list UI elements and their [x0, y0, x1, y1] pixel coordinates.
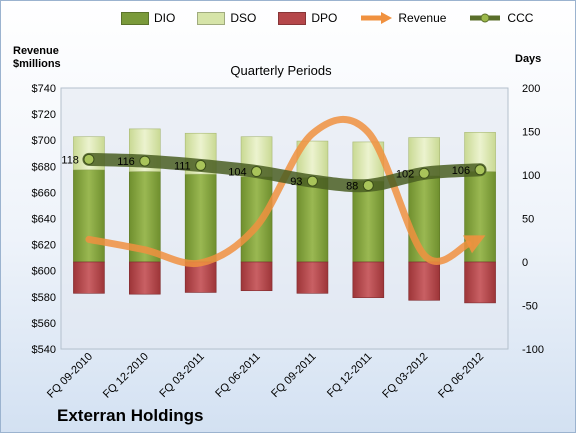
bar-dio — [184, 173, 217, 263]
legend: DIO DSO DPO Revenue CCC — [121, 11, 555, 25]
right-tick-label: -100 — [522, 344, 544, 356]
x-tick-label: FQ 09-2010 — [45, 351, 95, 401]
ccc-data-label: 102 — [396, 168, 414, 180]
bar-dpo — [408, 261, 440, 301]
ccc-point — [83, 153, 95, 165]
right-tick-label: 150 — [522, 127, 540, 139]
x-tick-label: FQ 12-2011 — [325, 351, 374, 400]
right-tick-label: 200 — [522, 83, 540, 95]
right-tick-label: 50 — [522, 214, 534, 226]
ccc-point — [474, 164, 486, 176]
ccc-data-label: 116 — [117, 156, 135, 168]
legend-dot-line-icon — [470, 13, 501, 23]
chart-subtitle: Quarterly Periods — [230, 63, 332, 78]
left-tick-label: $540 — [32, 344, 56, 356]
legend-label-dio: DIO — [154, 11, 176, 25]
left-tick-label: $720 — [32, 109, 56, 121]
ccc-data-label: 104 — [228, 167, 246, 179]
x-tick-label: FQ 06-2012 — [436, 351, 486, 401]
bar-dpo — [129, 261, 161, 295]
x-tick-label: FQ 09-2011 — [269, 351, 318, 400]
bar-dio — [296, 177, 329, 263]
bar-dpo — [296, 261, 329, 294]
ccc-point — [251, 166, 263, 178]
bar-dio — [408, 175, 440, 263]
ccc-data-label: 106 — [452, 165, 470, 177]
legend-arrow-icon — [361, 12, 393, 24]
x-tick-label: FQ 12-2010 — [101, 351, 151, 401]
x-tick-label: FQ 03-2011 — [157, 351, 206, 400]
legend-swatch-dso — [197, 11, 226, 25]
revenue-line — [85, 115, 472, 268]
bar-dio — [240, 176, 273, 263]
ccc-point — [362, 179, 374, 191]
left-tick-label: $640 — [32, 214, 56, 226]
left-tick-label: $700 — [32, 135, 56, 147]
revenue-arrowhead — [463, 235, 486, 254]
bar-dpo — [464, 261, 496, 304]
right-tick-label: 100 — [522, 170, 540, 182]
bar-dpo — [352, 261, 385, 298]
bar-dio — [73, 169, 105, 263]
ccc-point — [418, 167, 430, 179]
left-tick-label: $560 — [32, 318, 56, 330]
ccc-point — [306, 175, 318, 187]
left-tick-label: $680 — [32, 161, 56, 173]
legend-swatch-dio — [121, 11, 149, 25]
bar-dpo — [184, 261, 217, 293]
left-axis-title: Revenue $millions — [13, 45, 61, 71]
left-tick-label: $580 — [32, 292, 56, 304]
ccc-point — [195, 159, 207, 171]
bar-dio — [464, 171, 496, 263]
right-tick-label: 0 — [522, 257, 528, 269]
left-tick-label: $740 — [32, 83, 56, 95]
company-name: Exterran Holdings — [57, 406, 204, 425]
legend-label-dpo: DPO — [311, 11, 338, 25]
right-tick-label: -50 — [522, 301, 538, 313]
x-tick-label: FQ 03-2012 — [380, 351, 430, 401]
left-tick-label: $600 — [32, 266, 56, 278]
legend-label-ccc: CCC — [507, 11, 534, 25]
left-tick-label: $620 — [32, 240, 56, 252]
ccc-data-label: 93 — [290, 176, 302, 188]
legend-label-dso: DSO — [230, 11, 257, 25]
bar-dio — [352, 180, 385, 263]
legend-item-dio: DIO — [121, 11, 175, 25]
legend-item-ccc: CCC — [468, 11, 533, 25]
left-tick-label: $660 — [32, 187, 56, 199]
ccc-point — [139, 155, 151, 167]
legend-swatch-dpo — [278, 11, 307, 25]
x-tick-label: FQ 06-2011 — [213, 351, 262, 400]
left-axis-title-line2: $millions — [13, 58, 61, 70]
bar-dpo — [73, 261, 105, 294]
left-axis-title-line1: Revenue — [13, 45, 59, 57]
legend-item-revenue: Revenue — [359, 11, 446, 25]
plot-area — [60, 87, 509, 350]
ccc-data-label: 118 — [61, 154, 79, 166]
right-axis-title: Days — [515, 53, 542, 65]
ccc-data-label: 88 — [346, 180, 358, 192]
ccc-data-label: 111 — [174, 160, 191, 172]
bar-dpo — [240, 261, 273, 292]
legend-item-dso: DSO — [197, 11, 256, 25]
legend-label-revenue: Revenue — [398, 11, 447, 25]
legend-item-dpo: DPO — [278, 11, 337, 25]
